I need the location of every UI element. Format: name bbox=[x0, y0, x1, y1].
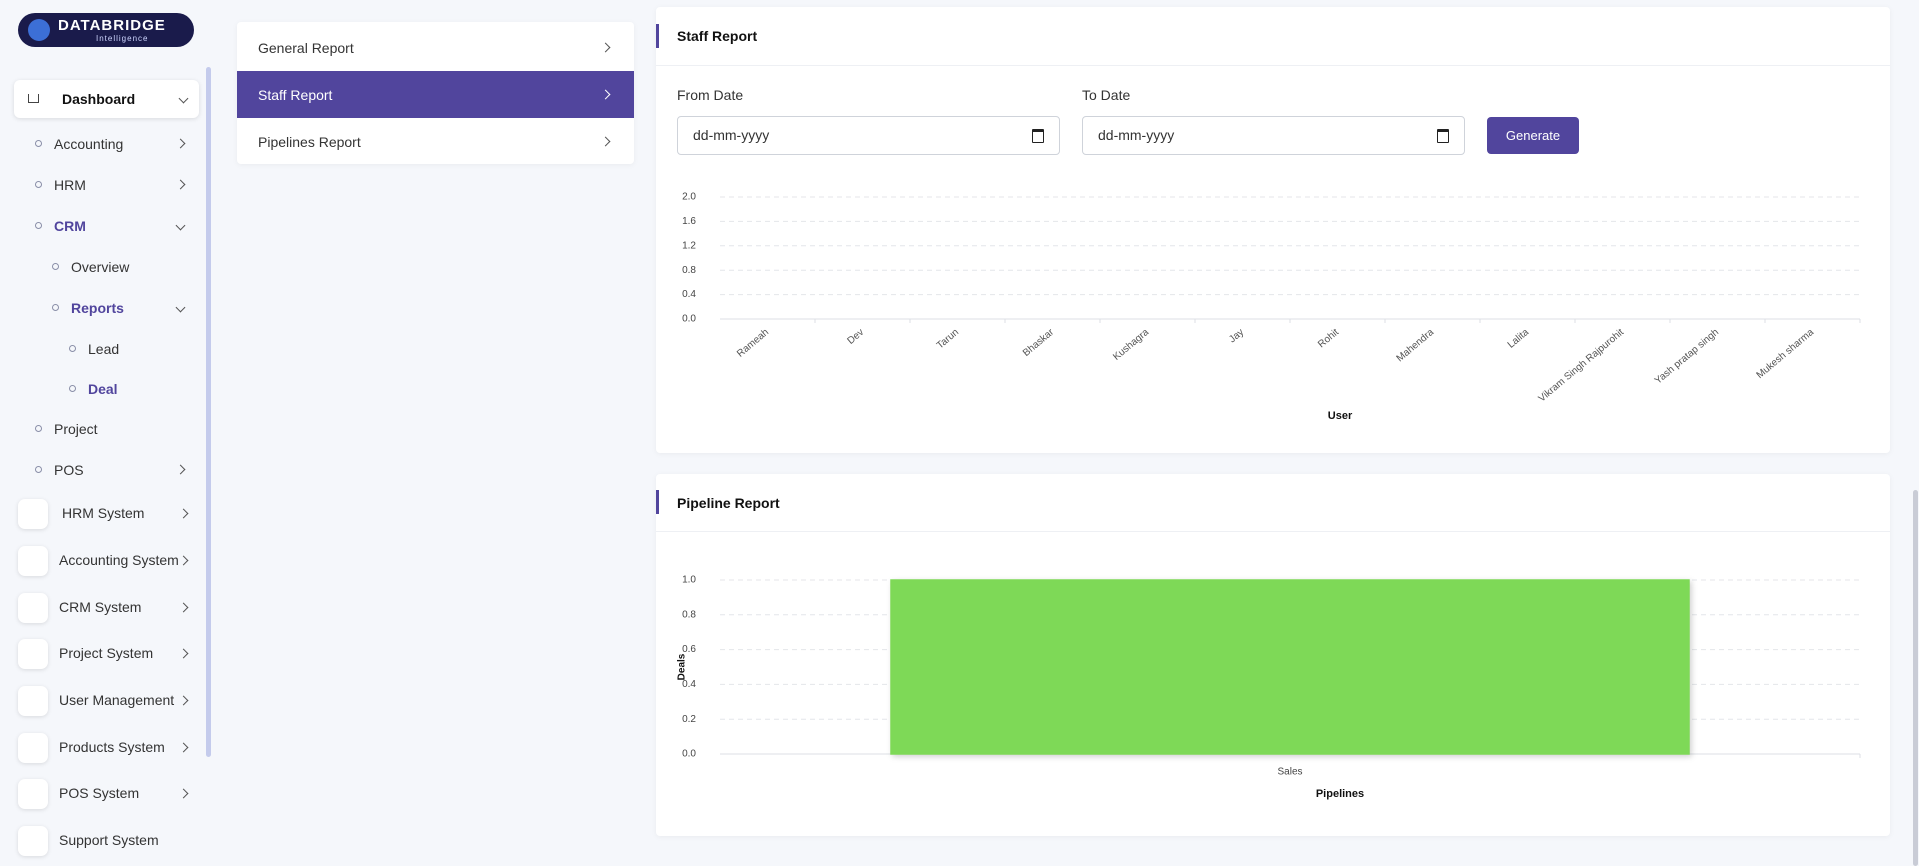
sidebar-item[interactable]: Deal bbox=[88, 381, 118, 397]
icon-box bbox=[18, 779, 48, 809]
bullet bbox=[35, 181, 42, 188]
x-axis-label: Pipelines bbox=[1316, 788, 1364, 800]
sidebar-item[interactable]: Reports bbox=[71, 300, 124, 316]
x-tick-label: Jay bbox=[1227, 327, 1246, 345]
to-date-input[interactable]: dd-mm-yyyy bbox=[1082, 116, 1465, 155]
icon-box bbox=[18, 593, 48, 623]
icon-box bbox=[18, 499, 48, 529]
bullet bbox=[35, 425, 42, 432]
bullet bbox=[35, 466, 42, 473]
y-tick-label: 1.2 bbox=[682, 240, 696, 251]
sidebar-item[interactable]: Dashboard bbox=[62, 91, 136, 107]
y-tick-label: 0.8 bbox=[682, 609, 696, 620]
sidebar-item[interactable]: Project bbox=[54, 421, 98, 437]
icon-box bbox=[18, 639, 48, 669]
card-title: Pipeline Report bbox=[677, 495, 780, 511]
sidebar-item[interactable]: User Management bbox=[59, 692, 175, 708]
placeholder: dd-mm-yyyy bbox=[693, 127, 770, 143]
divider bbox=[656, 531, 1890, 532]
x-tick-label: Bhaskar bbox=[1021, 326, 1057, 358]
x-tick-label: Mahendra bbox=[1395, 327, 1437, 365]
x-tick-label: Sales bbox=[1277, 767, 1302, 778]
calendar-icon[interactable] bbox=[1032, 129, 1044, 143]
y-tick-label: 0.0 bbox=[682, 314, 696, 325]
calendar-icon[interactable] bbox=[1437, 129, 1449, 143]
y-tick-label: 0.6 bbox=[682, 644, 696, 655]
bar bbox=[890, 579, 1690, 755]
x-tick-label: Rameah bbox=[735, 327, 771, 360]
logo-text: DATABRIDGE bbox=[58, 17, 166, 34]
y-tick-label: 0.4 bbox=[682, 679, 696, 690]
generate-button[interactable]: Generate bbox=[1487, 117, 1579, 154]
sidebar-item[interactable]: Accounting System bbox=[59, 552, 179, 568]
sidebar-item[interactable]: Support System bbox=[59, 832, 159, 848]
sidebar-item[interactable]: CRM System bbox=[59, 599, 142, 615]
report-nav-item[interactable] bbox=[237, 71, 634, 118]
staff-report-card: Staff Report From Date dd-mm-yyyy To Dat… bbox=[656, 7, 1890, 453]
from-date-label: From Date bbox=[677, 87, 744, 103]
logo[interactable]: DATABRIDGE Intelligence bbox=[18, 13, 194, 47]
sidebar-item[interactable]: CRM bbox=[54, 218, 86, 234]
report-nav-label[interactable]: Staff Report bbox=[258, 87, 333, 103]
logo-subtext: Intelligence bbox=[96, 34, 149, 43]
icon-box bbox=[18, 686, 48, 716]
x-tick-label: Tarun bbox=[935, 327, 961, 352]
y-tick-label: 0.0 bbox=[682, 749, 696, 760]
page-scrollbar bbox=[1913, 490, 1918, 866]
title-accent bbox=[656, 24, 659, 48]
x-tick-label: Mukesh sharma bbox=[1755, 327, 1817, 381]
sidebar-item[interactable]: POS System bbox=[59, 785, 140, 801]
bullet bbox=[35, 222, 42, 229]
x-tick-label: Lalita bbox=[1506, 327, 1532, 351]
bullet bbox=[52, 263, 59, 270]
sidebar: DATABRIDGE Intelligence bbox=[0, 0, 211, 866]
sidebar-item[interactable]: Lead bbox=[88, 341, 120, 357]
bullet bbox=[35, 140, 42, 147]
icon-box bbox=[18, 826, 48, 856]
dashboard-row[interactable] bbox=[14, 80, 199, 118]
report-nav-label[interactable]: General Report bbox=[258, 40, 354, 56]
sidebar-item[interactable]: Products System bbox=[59, 739, 165, 755]
sidebar-item[interactable]: Accounting bbox=[54, 136, 124, 152]
logo-mark bbox=[28, 19, 50, 41]
y-tick-label: 0.2 bbox=[682, 714, 696, 725]
sidebar-item[interactable]: Project System bbox=[59, 645, 154, 661]
sidebar-scrollbar bbox=[206, 67, 211, 757]
home-icon bbox=[28, 94, 39, 103]
sidebar-item[interactable]: POS bbox=[54, 462, 84, 478]
icon-box bbox=[18, 546, 48, 576]
placeholder: dd-mm-yyyy bbox=[1098, 127, 1175, 143]
sidebar-item[interactable]: Overview bbox=[71, 259, 130, 275]
y-tick-label: 2.0 bbox=[682, 192, 696, 203]
bullet bbox=[69, 345, 76, 352]
card-title: Staff Report bbox=[677, 28, 758, 44]
x-tick-label: Dev bbox=[845, 327, 866, 347]
x-tick-label: Rohit bbox=[1316, 327, 1341, 351]
icon-box bbox=[18, 733, 48, 763]
x-tick-label: Kushagra bbox=[1111, 327, 1151, 363]
sidebar-item[interactable]: HRM System bbox=[62, 505, 145, 521]
from-date-input[interactable]: dd-mm-yyyy bbox=[677, 116, 1060, 155]
x-axis-label: User bbox=[1328, 410, 1353, 422]
bullet bbox=[52, 304, 59, 311]
divider bbox=[656, 65, 1890, 66]
y-tick-label: 1.0 bbox=[682, 575, 696, 586]
y-tick-label: 0.8 bbox=[682, 265, 696, 276]
y-tick-label: 1.6 bbox=[682, 216, 696, 227]
x-tick-label: Vikram Singh Rajpurohit bbox=[1537, 327, 1627, 405]
x-tick-label: Yash pratap singh bbox=[1653, 327, 1721, 387]
y-axis-label: Deals bbox=[677, 653, 688, 680]
report-nav-label[interactable]: Pipelines Report bbox=[258, 134, 361, 150]
sidebar-item[interactable]: HRM bbox=[54, 177, 86, 193]
bullet bbox=[69, 385, 76, 392]
y-tick-label: 0.4 bbox=[682, 289, 696, 300]
to-date-label: To Date bbox=[1082, 87, 1131, 103]
title-accent bbox=[656, 490, 659, 514]
